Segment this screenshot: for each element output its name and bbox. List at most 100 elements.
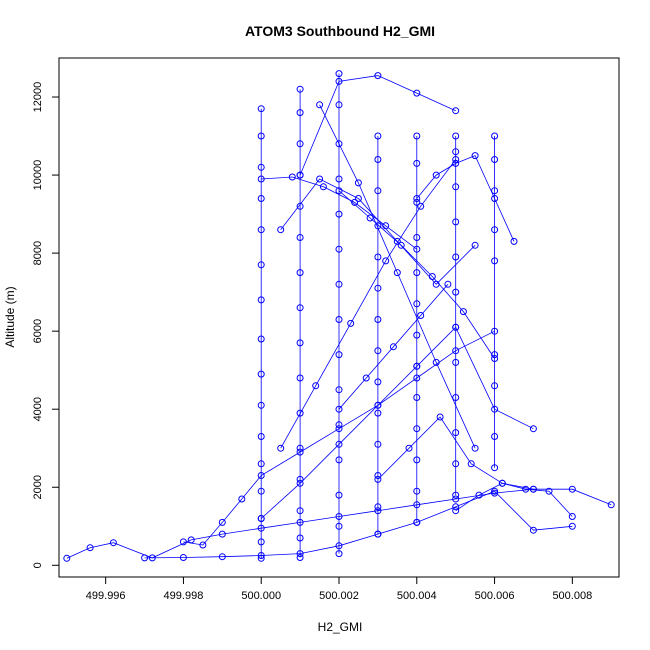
data-point xyxy=(218,553,226,561)
data-point xyxy=(545,487,553,495)
data-point xyxy=(413,394,421,401)
data-point xyxy=(413,234,421,241)
data-point xyxy=(452,460,460,468)
x-tick-label: 499.996 xyxy=(86,590,126,602)
data-point xyxy=(397,241,405,249)
data-point xyxy=(277,226,285,234)
data-point xyxy=(491,195,499,202)
data-point xyxy=(277,444,285,452)
data-point xyxy=(374,507,382,515)
data-point xyxy=(296,444,304,452)
data-point xyxy=(238,495,246,503)
data-point xyxy=(389,343,397,351)
data-point xyxy=(257,487,265,495)
profile-line xyxy=(338,284,449,410)
profile-line xyxy=(416,155,515,242)
y-tick-label: 8000 xyxy=(32,241,44,265)
data-point xyxy=(413,198,421,206)
data-point xyxy=(568,513,576,520)
data-point xyxy=(257,105,265,113)
data-point xyxy=(335,456,343,464)
data-point xyxy=(374,253,382,261)
data-point xyxy=(491,433,499,440)
data-point xyxy=(179,538,187,546)
data-point xyxy=(335,140,343,148)
data-point xyxy=(452,253,460,261)
data-point xyxy=(374,530,382,538)
data-point xyxy=(296,234,304,241)
data-point xyxy=(452,503,460,511)
data-point xyxy=(491,489,499,497)
data-point xyxy=(436,413,444,421)
data-point xyxy=(452,394,460,401)
data-point xyxy=(257,401,265,409)
data-point xyxy=(316,101,324,109)
data-point xyxy=(86,544,94,552)
data-point xyxy=(413,518,421,526)
data-point xyxy=(296,304,304,312)
y-tick-label: 0 xyxy=(32,562,44,568)
data-point xyxy=(452,132,460,140)
data-point xyxy=(471,152,479,160)
data-point xyxy=(296,479,304,487)
profile-line xyxy=(280,159,457,449)
data-point xyxy=(413,159,421,167)
y-tick-label: 2000 xyxy=(32,475,44,499)
data-point xyxy=(452,156,460,163)
data-point xyxy=(218,530,226,538)
data-point xyxy=(335,351,343,359)
profile-line xyxy=(455,482,573,517)
data-point xyxy=(296,269,304,277)
data-point xyxy=(257,552,265,559)
data-point xyxy=(354,195,362,202)
data-point xyxy=(529,425,537,433)
data-point xyxy=(432,358,440,366)
data-point xyxy=(335,542,343,550)
data-point xyxy=(335,550,343,558)
data-point xyxy=(491,355,499,362)
data-point xyxy=(417,312,425,319)
data-point xyxy=(510,237,518,245)
data-point xyxy=(413,374,421,382)
data-point xyxy=(382,257,390,265)
data-point xyxy=(471,241,479,249)
data-point xyxy=(335,491,343,499)
data-point xyxy=(296,171,304,179)
data-point xyxy=(467,460,475,468)
data-point xyxy=(452,218,460,226)
data-point xyxy=(529,485,537,493)
data-point xyxy=(257,460,265,468)
profile-line xyxy=(261,176,418,250)
data-point xyxy=(491,132,499,140)
data-point xyxy=(366,214,374,222)
profile-line xyxy=(338,190,495,359)
data-point xyxy=(374,156,382,163)
data-point xyxy=(335,513,343,520)
data-point xyxy=(428,273,436,280)
profile-line xyxy=(66,488,612,559)
data-point xyxy=(257,433,265,440)
data-point xyxy=(109,539,117,547)
data-point xyxy=(374,284,382,292)
data-point xyxy=(452,323,460,331)
data-point xyxy=(452,347,460,355)
data-point xyxy=(335,175,343,183)
data-point xyxy=(257,515,265,522)
data-point xyxy=(257,472,265,479)
data-point xyxy=(491,156,499,163)
profile-line xyxy=(299,75,456,176)
data-point xyxy=(374,440,382,448)
data-point xyxy=(351,198,359,206)
data-point xyxy=(335,421,343,429)
data-point xyxy=(335,280,343,288)
data-point xyxy=(413,195,421,202)
data-point xyxy=(257,524,265,532)
data-point xyxy=(374,472,382,479)
data-point xyxy=(452,358,460,366)
data-point xyxy=(413,501,421,509)
data-point xyxy=(335,187,343,195)
data-point xyxy=(335,210,343,218)
data-point xyxy=(296,518,304,526)
data-point xyxy=(296,409,304,417)
data-point xyxy=(491,327,499,335)
